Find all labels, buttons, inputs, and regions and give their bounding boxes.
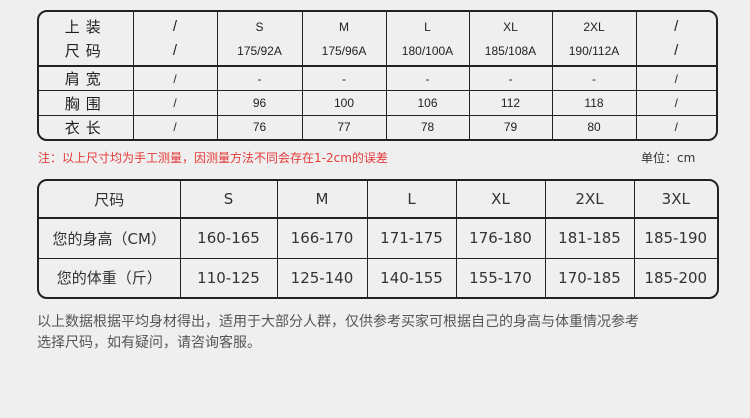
header-cell: M 175/96A — [301, 12, 387, 68]
cell: 166-170 — [276, 217, 368, 259]
header-cell: / / — [635, 12, 716, 68]
cell: 155-170 — [455, 257, 546, 297]
header-cell: XL 185/108A — [468, 12, 553, 68]
cell: 106 — [385, 90, 470, 116]
cell: 100 — [301, 90, 387, 116]
cell: M — [276, 181, 368, 219]
cell: 110-125 — [179, 257, 278, 297]
table-row: 您的体重（斤） 110-125 125-140 140-155 155-170 … — [39, 257, 717, 297]
cell: 125-140 — [276, 257, 368, 297]
row-label: 衣长 — [39, 114, 134, 139]
header-cell: S 175/92A — [216, 12, 303, 68]
row-label: 胸围 — [39, 90, 134, 116]
cell: 112 — [468, 90, 553, 116]
cell: 140-155 — [366, 257, 457, 297]
size-recommendation-table: 尺码 S M L XL 2XL 3XL 您的身高（CM） 160-165 166… — [37, 179, 719, 299]
cell: XL — [455, 181, 546, 219]
table-row: 您的身高（CM） 160-165 166-170 171-175 176-180… — [39, 217, 717, 259]
measurement-note: 注：以上尺寸均为手工测量，因测量方法不同会存在1-2cm的误差 — [38, 151, 388, 165]
cell: / — [635, 90, 716, 116]
cell: S — [179, 181, 278, 219]
header-cell: L 180/100A — [385, 12, 470, 68]
row-label: 您的身高（CM） — [39, 217, 181, 259]
cell: 78 — [385, 114, 470, 139]
cell: 76 — [216, 114, 303, 139]
garment-size-table: 上装 尺码 / / S 175/92A M 175/96A L 180/100A XL 18… — [37, 10, 718, 141]
cell: / — [132, 65, 218, 92]
cell: 181-185 — [544, 217, 635, 259]
table-row: 肩宽 / - - - - - / — [39, 65, 716, 92]
unit-label: 单位：cm — [641, 151, 696, 165]
cell: / — [132, 90, 218, 116]
cell: 3XL — [633, 181, 717, 219]
cell: 80 — [551, 114, 637, 139]
header-cell: / / — [132, 12, 218, 68]
header-row: 上装 尺码 / / S 175/92A M 175/96A L 180/100A XL 18… — [39, 12, 716, 68]
row-label: 尺码 — [39, 181, 181, 219]
header-row: 尺码 S M L XL 2XL 3XL — [39, 181, 717, 219]
cell: / — [635, 65, 716, 92]
cell: 2XL — [544, 181, 635, 219]
disclaimer-text: 以上数据根据平均身材得出，适用于大部分人群，仅供参考买家可根据自己的身高与体重情… — [37, 314, 639, 351]
cell: 185-190 — [633, 217, 717, 259]
cell: / — [132, 114, 218, 139]
cell: 176-180 — [455, 217, 546, 259]
cell: 118 — [551, 90, 637, 116]
cell: 77 — [301, 114, 387, 139]
cell: 160-165 — [179, 217, 278, 259]
cell: 170-185 — [544, 257, 635, 297]
cell: - — [385, 65, 470, 92]
cell: 171-175 — [366, 217, 457, 259]
header-cell: 2XL 190/112A — [551, 12, 637, 68]
table-row: 衣长 / 76 77 78 79 80 / — [39, 114, 716, 139]
row-label: 肩宽 — [39, 65, 134, 92]
cell: 185-200 — [633, 257, 717, 297]
cell: / — [635, 114, 716, 139]
row-label: 您的体重（斤） — [39, 257, 181, 297]
cell: - — [551, 65, 637, 92]
cell: - — [301, 65, 387, 92]
header-label: 上装 尺码 — [39, 12, 134, 68]
cell: 79 — [468, 114, 553, 139]
cell: - — [468, 65, 553, 92]
cell: L — [366, 181, 457, 219]
cell: - — [216, 65, 303, 92]
cell: 96 — [216, 90, 303, 116]
table-row: 胸围 / 96 100 106 112 118 / — [39, 90, 716, 116]
